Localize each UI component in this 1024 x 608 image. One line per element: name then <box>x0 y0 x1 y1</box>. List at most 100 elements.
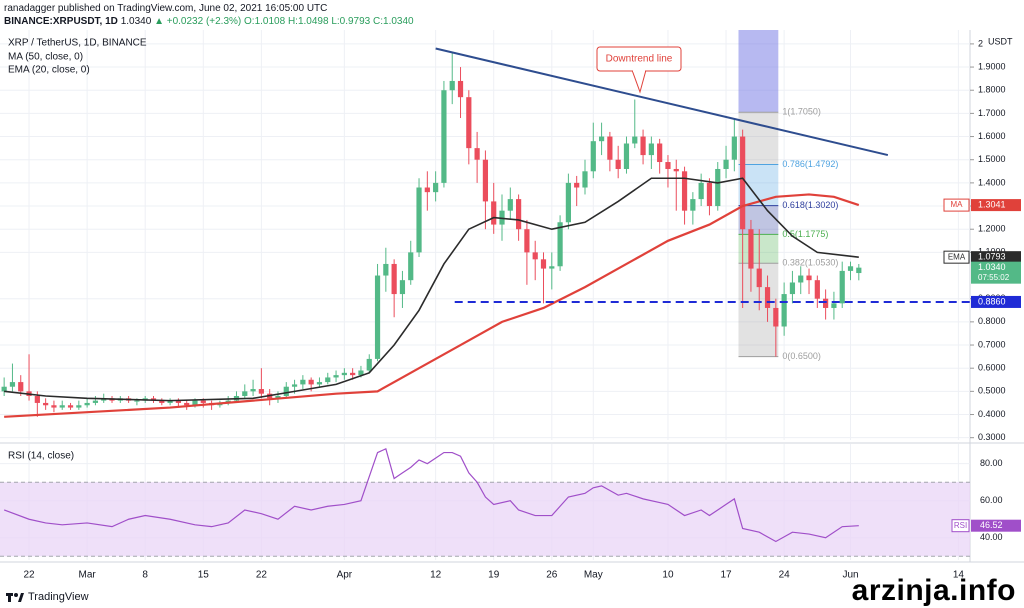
x-tick-label: 15 <box>198 570 210 581</box>
y-tick-label: 1.8000 <box>978 85 1006 95</box>
candle-body <box>18 382 24 392</box>
candle-body <box>433 182 439 193</box>
candle-body <box>648 143 654 156</box>
candle-body <box>258 389 264 394</box>
candle-body <box>76 405 82 408</box>
price-tag <box>971 199 1021 212</box>
x-tick-label: 10 <box>662 570 674 581</box>
tag-name-bg <box>943 198 970 212</box>
x-tick-label: Jun <box>842 570 858 581</box>
candle-body <box>366 358 372 371</box>
candle-body <box>308 379 314 385</box>
candle-body <box>482 159 489 202</box>
x-tick-label: 17 <box>720 570 732 581</box>
x-tick-label: Mar <box>79 570 97 581</box>
rsi-tick-label: 40.00 <box>980 532 1003 542</box>
annotation-cover <box>633 69 645 72</box>
price-tag-label: 1.3041 <box>978 199 1006 209</box>
x-tick-label: 14 <box>953 570 965 581</box>
candle-body <box>474 148 480 160</box>
candle-body <box>698 182 704 200</box>
tag-name-bg <box>943 250 970 264</box>
candle-body <box>9 382 16 387</box>
candle-body <box>167 400 173 403</box>
candle-body <box>798 275 804 283</box>
candle-body <box>839 270 845 304</box>
candle-body <box>333 375 339 378</box>
legend-title: XRP / TetherUS, 1D, BINANCE <box>8 38 147 49</box>
candle-body <box>715 168 721 207</box>
x-tick-label: 22 <box>256 570 268 581</box>
candle-body <box>748 229 754 269</box>
tag-name: MA <box>951 200 964 209</box>
candle-body <box>175 400 182 403</box>
candle-body <box>134 400 140 402</box>
candle-body <box>408 252 414 281</box>
candle-body <box>681 171 688 211</box>
candle-body <box>341 372 347 376</box>
fib-label: 0.5(1.1775) <box>782 229 828 239</box>
y-tick-label: 0.5000 <box>978 386 1006 396</box>
tag-name: EMA <box>948 252 966 261</box>
candle-body <box>67 405 74 408</box>
price-tag <box>971 261 1021 284</box>
x-tick-label: 24 <box>779 570 791 581</box>
price-tag-label: 0.8860 <box>978 296 1006 306</box>
candle-body <box>789 282 796 295</box>
y-tick-label: 0.6000 <box>978 363 1006 373</box>
candle-body <box>781 294 787 327</box>
candle-body <box>690 199 696 211</box>
candle-body <box>43 402 49 406</box>
candle-body <box>590 141 596 172</box>
candle-body <box>823 298 829 308</box>
fib-band <box>738 234 779 264</box>
candle-body <box>250 389 256 392</box>
candle-body <box>557 222 563 267</box>
price-tag <box>971 251 1021 264</box>
candle-body <box>632 136 638 144</box>
candle-body <box>358 370 364 376</box>
y-tick-label: 0.3000 <box>978 432 1006 442</box>
legend-rsi: RSI (14, close) <box>8 451 74 462</box>
rsi-tick-label: 60.00 <box>980 495 1003 505</box>
candle-body <box>673 168 679 172</box>
chart: 1(1.7050) 0.786(1.4792) 0.618(1.3020) 0.5(1… <box>0 30 1024 581</box>
candles <box>1 53 862 417</box>
candle-body <box>1 386 7 392</box>
symbol-line: BINANCE:XRPUSDT, 1D 1.0340 ▲ +0.0232 (+2… <box>4 15 414 28</box>
candle-body <box>84 402 90 406</box>
candle-body <box>756 268 762 288</box>
indicator-line <box>4 193 860 418</box>
brand: TradingView <box>28 591 89 603</box>
candle-body <box>623 143 630 169</box>
y-tick-label: 1.9000 <box>978 61 1006 71</box>
y-tick-label: 1.6000 <box>978 131 1006 141</box>
candle-body <box>706 182 713 207</box>
rsi-band <box>0 482 970 557</box>
last-price: 1.0340 <box>120 16 152 27</box>
x-tick-label: 22 <box>23 570 35 581</box>
candle-body <box>291 384 298 387</box>
countdown: 07:55:02 <box>978 273 1010 282</box>
candle-body <box>200 400 206 403</box>
candle-body <box>731 136 737 160</box>
watermark: arzinja.info <box>851 574 1016 607</box>
rsi-tag-name: RSI <box>954 521 967 530</box>
candle-body <box>806 275 812 281</box>
indicator-lines <box>4 177 860 418</box>
candle-body <box>507 199 513 211</box>
footer: TradingView <box>6 591 89 603</box>
candle-body <box>847 266 854 271</box>
candle-body <box>275 395 281 399</box>
candle-body <box>764 287 771 308</box>
fib-range-top <box>738 30 779 113</box>
symbol: BINANCE:XRPUSDT, 1D <box>4 16 118 27</box>
x-tick-label: Apr <box>337 570 353 581</box>
header: ranadagger published on TradingView.com,… <box>4 2 414 28</box>
fib-label: 1(1.7050) <box>782 107 821 117</box>
candle-body <box>665 162 671 169</box>
x-tick-label: May <box>584 570 603 581</box>
candle-body <box>856 267 862 274</box>
legend-ema: EMA (20, close, 0) <box>8 65 90 76</box>
candle-body <box>549 266 555 269</box>
